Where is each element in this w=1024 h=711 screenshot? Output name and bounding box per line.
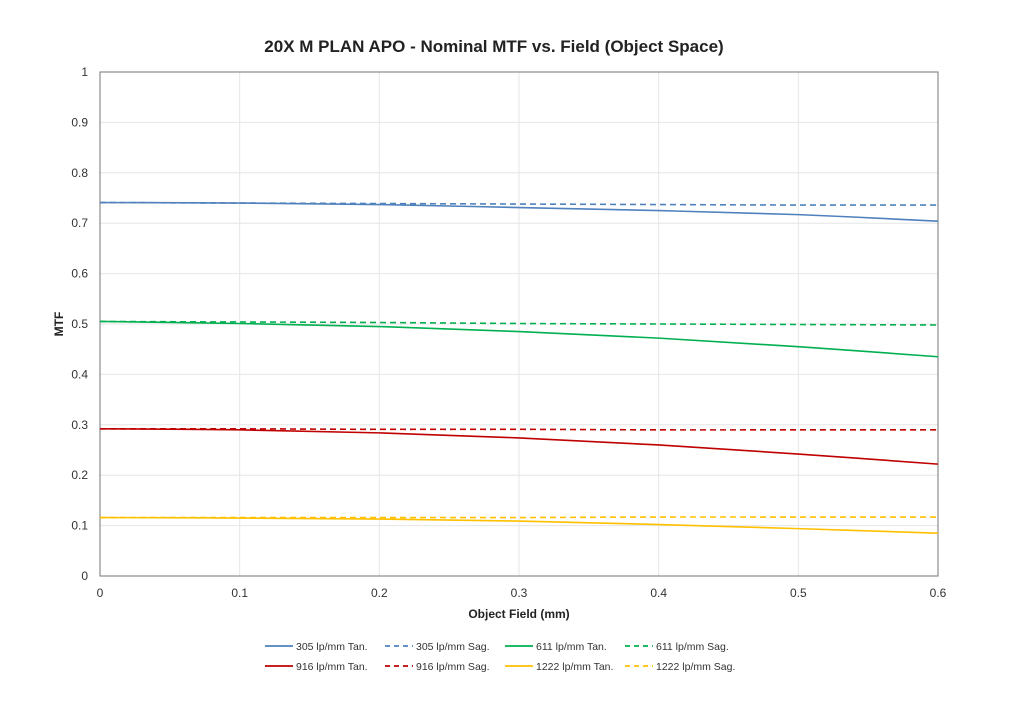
y-tick-label: 0.2 — [71, 468, 88, 482]
y-tick-label: 0.1 — [71, 519, 88, 533]
legend-label: 1222 lp/mm Sag. — [656, 661, 735, 673]
legend-label: 305 lp/mm Sag. — [416, 641, 490, 653]
y-tick-label: 0.9 — [71, 115, 88, 129]
y-tick-label: 0 — [81, 569, 88, 583]
x-axis-label: Object Field (mm) — [468, 607, 569, 621]
y-tick-label: 0.3 — [71, 418, 88, 432]
y-tick-label: 0.6 — [71, 267, 88, 281]
legend-label: 305 lp/mm Tan. — [296, 641, 368, 653]
series-line-916-lp-mm-tan- — [99, 428, 939, 465]
y-axis-label: MTF — [52, 312, 66, 337]
y-tick-label: 0.4 — [71, 367, 88, 381]
y-tick-label: 0.7 — [71, 216, 88, 230]
series-lines — [99, 201, 939, 534]
x-tick-label: 0.1 — [231, 586, 248, 600]
series-line-1222-lp-mm-tan- — [99, 516, 939, 534]
x-tick-label: 0.6 — [930, 586, 947, 600]
x-tick-label: 0 — [97, 586, 104, 600]
plot-border — [99, 71, 939, 577]
y-tick-label: 0.8 — [71, 166, 88, 180]
legend-label: 611 lp/mm Sag. — [656, 641, 729, 653]
legend-label: 1222 lp/mm Tan. — [536, 661, 613, 673]
tick-labels: 0 0.1 0.2 0.3 0.4 0.5 0.6 0.7 0.8 0.9 1 0 0.1 0.2 0.3 0… — [71, 65, 946, 600]
y-tick-label: 1 — [81, 65, 88, 79]
legend-label: 611 lp/mm Tan. — [536, 641, 607, 653]
x-tick-label: 0.5 — [790, 586, 807, 600]
legend-label: 916 lp/mm Tan. — [296, 661, 368, 673]
y-tick-label: 0.5 — [71, 317, 88, 331]
legend: 305 lp/mm Tan. 305 lp/mm Sag. 611 lp/mm Ta… — [265, 641, 735, 673]
x-tick-label: 0.2 — [371, 586, 388, 600]
series-line-611-lp-mm-tan- — [99, 320, 939, 358]
chart-title: 20X M PLAN APO - Nominal MTF vs. Field (… — [264, 37, 723, 56]
x-tick-label: 0.4 — [650, 586, 667, 600]
legend-label: 916 lp/mm Sag. — [416, 661, 490, 673]
series-line-305-lp-mm-tan- — [99, 201, 939, 222]
x-tick-label: 0.3 — [511, 586, 528, 600]
